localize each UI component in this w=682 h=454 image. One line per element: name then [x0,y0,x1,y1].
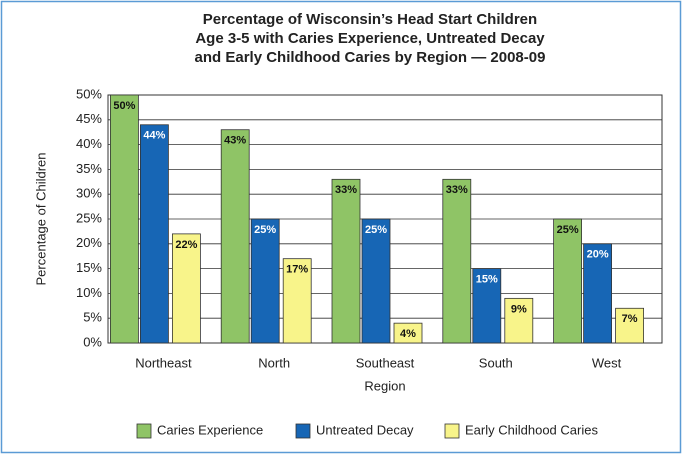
bar [393,322,423,344]
bar [331,178,361,344]
y-tick-label: 15% [76,260,102,275]
y-tick-label: 35% [76,161,102,176]
legend-label: Early Childhood Caries [465,422,598,437]
y-tick-label: 45% [76,111,102,126]
legend-label: Untreated Decay [316,422,414,437]
legend-label: Caries Experience [157,422,263,437]
y-tick-label: 20% [76,235,102,250]
data-label: 44% [143,130,165,142]
bar [615,307,644,344]
x-tick-label: South [479,355,513,370]
bar [361,218,391,344]
bar [472,268,502,344]
data-label: 4% [400,328,416,340]
legend-swatch [136,423,152,439]
y-tick-label: 50% [76,86,102,101]
data-label: 33% [335,184,357,196]
y-axis-label: Percentage of Children [33,153,48,286]
y-tick-label: 10% [76,285,102,300]
x-tick-label: Northeast [135,355,192,370]
data-label: 7% [622,313,638,325]
data-label: 22% [175,239,197,251]
y-tick-label: 30% [76,186,102,201]
data-label: 20% [587,249,609,261]
data-label: 9% [511,303,527,315]
chart-title: Age 3-5 with Caries Experience, Untreate… [195,30,545,47]
legend-swatch [444,423,460,439]
bar [110,94,139,344]
data-label: 33% [446,184,468,196]
bar [220,129,250,344]
y-tick-label: 0% [83,334,102,349]
data-label: 17% [286,264,308,276]
chart-title: Percentage of Wisconsin’s Head Start Chi… [203,11,537,28]
legend-swatch [295,423,311,439]
bar [282,258,312,344]
data-label: 43% [224,135,246,147]
y-tick-label: 5% [83,310,102,325]
x-axis-label: Region [364,378,405,393]
x-tick-label: North [258,355,290,370]
bar [553,218,582,344]
bar [442,178,472,344]
y-tick-label: 40% [76,136,102,151]
bar [504,297,534,344]
data-label: 25% [365,224,387,236]
data-label: 25% [557,224,579,236]
bar [171,233,201,344]
bar [250,218,280,344]
data-label: 25% [254,224,276,236]
bar [583,243,612,344]
y-tick-label: 25% [76,210,102,225]
x-tick-label: West [592,355,622,370]
chart-title: and Early Childhood Caries by Region — 2… [195,49,546,66]
bar [139,124,169,344]
data-label: 15% [476,274,498,286]
x-tick-label: Southeast [356,355,415,370]
data-label: 50% [113,100,135,112]
